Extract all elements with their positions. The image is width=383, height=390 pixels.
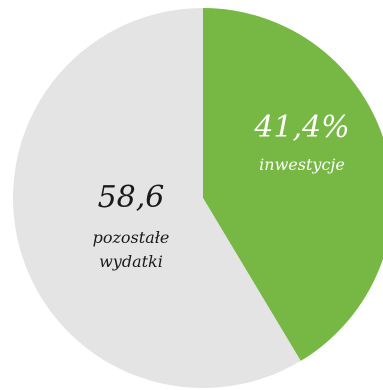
slice-1-value-label: 41,4% <box>253 110 349 145</box>
slice-2-name-label: pozostałe <box>93 228 170 247</box>
pie-slice-2 <box>12 7 301 389</box>
pie-slice-1 <box>203 8 383 361</box>
slice-2-name-label: wydatki <box>99 252 163 271</box>
slice-2-value-label: 58,6 <box>98 180 165 215</box>
slice-1-name-label: inwestycje <box>259 155 345 174</box>
